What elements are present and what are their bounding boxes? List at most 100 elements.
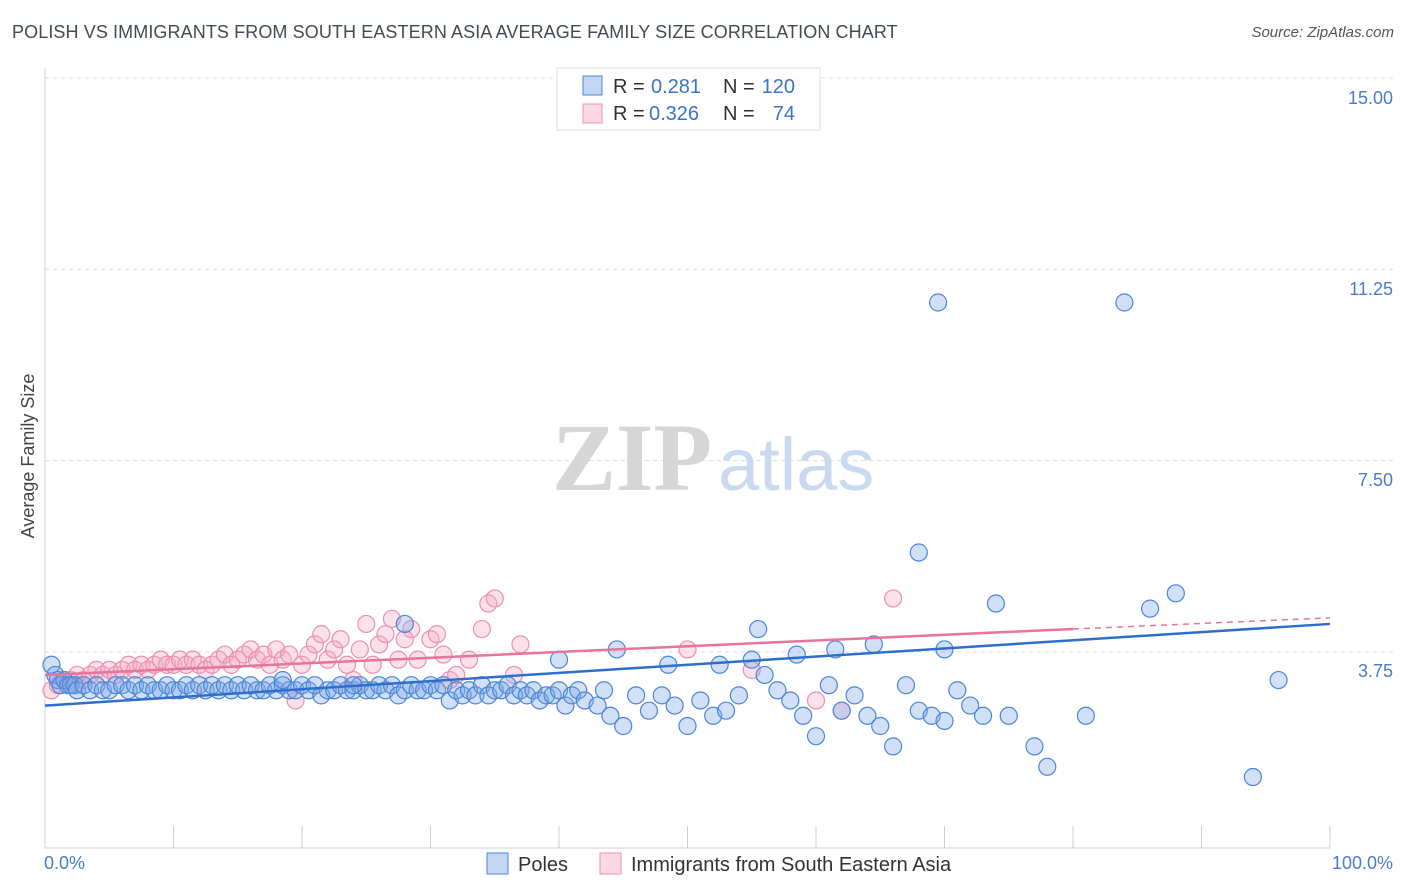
stats-r-label: R =: [613, 76, 645, 98]
poles-point: [961, 696, 980, 715]
y-tick-label: 15.00: [1348, 88, 1393, 108]
chart-source: Source: ZipAtlas.com: [1251, 24, 1394, 41]
poles-point: [652, 686, 671, 705]
watermark: ZIP atlas: [552, 404, 874, 511]
poles-point: [781, 691, 800, 710]
poles-point: [710, 655, 729, 674]
y-tick-labels: 15.00 11.25 7.50 3.75: [1348, 88, 1393, 681]
immigrants-point: [363, 655, 382, 674]
stats-legend-box: [556, 67, 821, 131]
stats-legend: R = 0.281 N = 120 R = 0.326 N = 74: [556, 67, 821, 131]
poles-point: [691, 691, 710, 710]
poles-point: [948, 681, 967, 700]
poles-point: [768, 681, 787, 700]
immigrants-point: [459, 650, 479, 669]
poles-point: [588, 696, 607, 715]
points-layer: [42, 293, 1288, 787]
poles-point: [601, 706, 620, 725]
immigrants-point: [427, 625, 447, 644]
immigrants-point: [286, 691, 305, 710]
poles-point: [395, 614, 414, 634]
poles-point: [549, 650, 569, 669]
poles-point: [729, 686, 749, 705]
immigrants-point: [305, 635, 324, 654]
stats-n-value: 74: [773, 103, 795, 125]
immigrants-point: [485, 589, 504, 608]
immigrants-point: [472, 619, 491, 639]
stats-r-value: 0.281: [651, 76, 701, 98]
legend-swatch-poles: [486, 852, 509, 875]
stats-n-value: 120: [762, 76, 795, 98]
stats-swatch-blue: [582, 75, 603, 96]
stats-n-label: N =: [723, 103, 755, 125]
poles-point: [909, 543, 928, 562]
poles-point: [973, 706, 993, 725]
poles-point: [1269, 670, 1288, 690]
poles-point: [273, 670, 292, 690]
poles-point: [569, 681, 588, 700]
gridlines: [45, 77, 1395, 653]
poles-point: [935, 711, 954, 730]
poles-point: [749, 619, 768, 639]
immigrants-point: [312, 625, 331, 644]
immigrants-point: [357, 614, 376, 634]
poles-point: [826, 640, 845, 659]
poles-point: [1140, 599, 1160, 618]
y-axis-title: Average Family Size: [18, 374, 38, 539]
immigrants-point: [337, 655, 357, 674]
immigrants-trend-line: [44, 627, 1074, 677]
y-tick-label: 11.25: [1349, 279, 1393, 299]
poles-point: [716, 701, 736, 720]
poles-point: [1243, 767, 1263, 787]
legend-swatch-immigrants: [599, 852, 622, 875]
legend-label-immigrants: Immigrants from South Eastern Asia: [631, 854, 952, 876]
poles-point: [665, 696, 684, 715]
watermark-atlas: atlas: [718, 423, 874, 506]
poles-point: [871, 716, 890, 736]
poles-point: [1115, 293, 1134, 312]
immigrants-point: [511, 635, 530, 654]
immigrants-point: [318, 650, 337, 669]
poles-point: [626, 686, 646, 705]
poles-point: [832, 701, 851, 720]
poles-point: [1076, 706, 1095, 725]
poles-point: [858, 706, 877, 725]
poles-point: [594, 681, 614, 700]
poles-point: [1025, 737, 1044, 756]
poles-point: [1166, 584, 1185, 603]
immigrants-point: [370, 635, 389, 654]
poles-point: [42, 655, 61, 674]
x-tick-label-max: 100.0%: [1332, 853, 1393, 873]
immigrants-point: [325, 640, 344, 659]
poles-point: [639, 701, 659, 720]
poles-point: [787, 645, 806, 664]
poles-point: [928, 293, 948, 312]
stats-swatch-pink: [582, 103, 603, 124]
poles-point: [678, 716, 697, 736]
immigrants-point: [395, 630, 414, 649]
stats-r-label: R =: [613, 103, 645, 125]
poles-point: [1038, 757, 1057, 776]
poles-point: [614, 716, 633, 736]
immigrants-point: [376, 625, 395, 644]
stats-n-label: N =: [723, 76, 755, 98]
poles-point: [845, 686, 864, 705]
poles-point: [883, 737, 903, 756]
watermark-zip: ZIP: [552, 404, 712, 511]
poles-point: [999, 706, 1018, 725]
series-legend: Poles Immigrants from South Eastern Asia: [486, 852, 952, 876]
poles-point: [466, 686, 485, 705]
immigrants-point: [806, 691, 826, 710]
immigrants-point: [883, 589, 903, 608]
legend-label-poles: Poles: [518, 854, 568, 876]
poles-point: [755, 665, 774, 685]
immigrants-point: [350, 640, 369, 659]
immigrants-point: [331, 630, 350, 649]
y-tick-label: 7.50: [1358, 470, 1393, 490]
x-ticks: [44, 826, 1331, 848]
immigrants-point: [678, 640, 697, 659]
x-tick-label-min: 0.0%: [44, 853, 85, 873]
trend-layer: [44, 617, 1331, 707]
poles-point: [819, 676, 838, 695]
